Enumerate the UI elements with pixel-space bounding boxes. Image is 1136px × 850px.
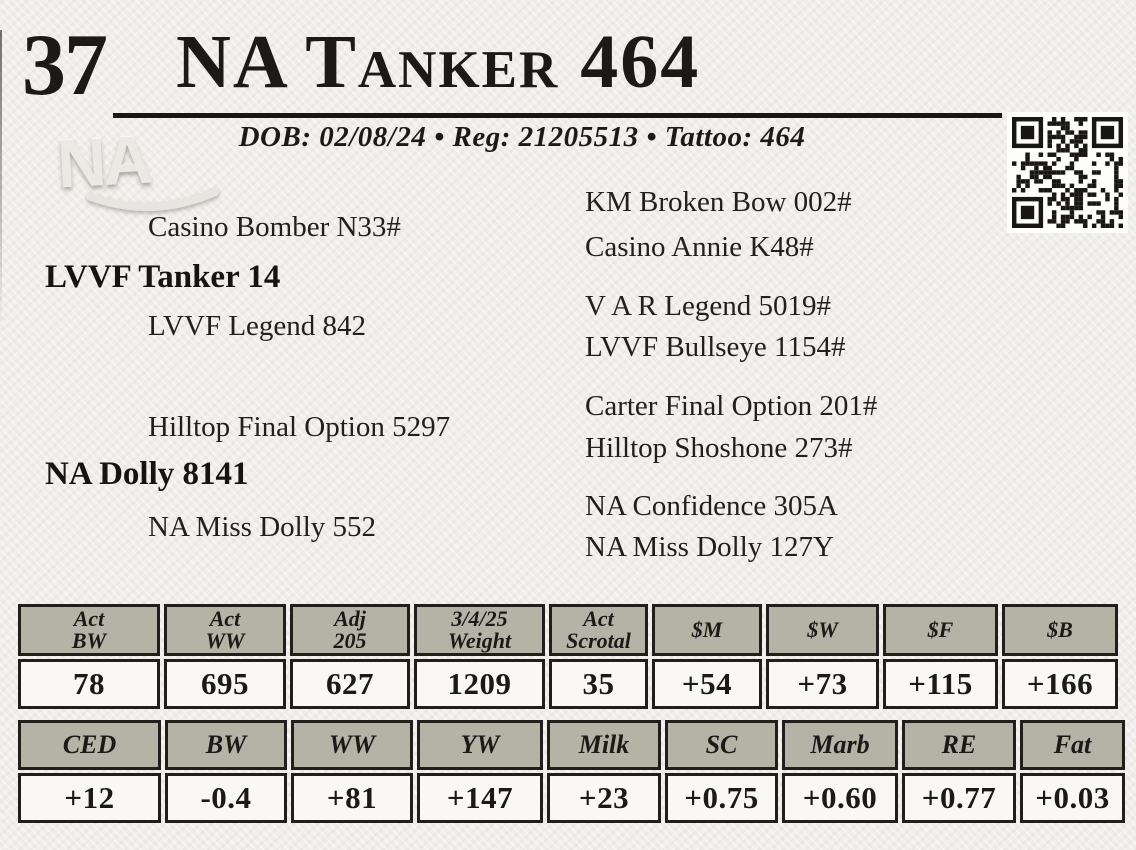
value-yw: +147 [417, 773, 543, 823]
performance-header-row: Act BW Act WW Adj 205 3/4/25 Weight Act … [18, 604, 1118, 656]
col-header-weight: 3/4/25 Weight [414, 604, 545, 656]
value-marb: +0.60 [782, 773, 898, 823]
epd-value-row: +12 -0.4 +81 +147 +23 +0.75 +0.60 +0.77 … [18, 773, 1125, 823]
value-ced: +12 [18, 773, 161, 823]
epd-header-row: CED BW WW YW Milk SC Marb RE Fat [18, 720, 1125, 770]
pedigree-ggp-8: NA Miss Dolly 127Y [585, 531, 834, 563]
pedigree-ggp-1: KM Broken Bow 002# [585, 186, 852, 218]
lot-number: 37 [22, 17, 108, 114]
value-dollar-f: +115 [883, 659, 998, 709]
value-re: +0.77 [902, 773, 1016, 823]
pedigree-sire-dam: LVVF Legend 842 [148, 310, 367, 342]
col-header-bw: BW [165, 720, 287, 770]
value-weight: 1209 [414, 659, 545, 709]
col-header-ww: WW [291, 720, 413, 770]
pedigree-dam-sire: Hilltop Final Option 5297 [148, 411, 451, 443]
col-header-act-bw: Act BW [18, 604, 160, 656]
col-header-dollar-w: $W [766, 604, 879, 656]
value-fat: +0.03 [1020, 773, 1125, 823]
value-bw: -0.4 [165, 773, 287, 823]
col-header-fat: Fat [1020, 720, 1125, 770]
col-header-sc: SC [665, 720, 778, 770]
value-milk: +23 [547, 773, 661, 823]
pedigree-ggp-5: Carter Final Option 201# [585, 390, 878, 422]
title-underline [113, 113, 1002, 118]
animal-name-title: NA Tanker 464 [176, 20, 701, 104]
col-header-re: RE [902, 720, 1016, 770]
col-header-act-scrotal: Act Scrotal [549, 604, 648, 656]
pedigree-sire: LVVF Tanker 14 [45, 259, 281, 295]
pedigree-ggp-2: Casino Annie K48# [585, 231, 814, 263]
value-adj-205: 627 [290, 659, 410, 709]
na-logo-swoosh-icon [86, 188, 219, 212]
col-header-dollar-m: $M [652, 604, 762, 656]
page-edge-shadow [0, 30, 2, 330]
qr-code-icon [1007, 112, 1128, 233]
performance-table: Act BW Act WW Adj 205 3/4/25 Weight Act … [14, 601, 1122, 712]
pedigree-sire-sire: Casino Bomber N33# [148, 211, 401, 243]
col-header-yw: YW [417, 720, 543, 770]
info-line: DOB: 02/08/24 • Reg: 21205513 • Tattoo: … [238, 121, 806, 153]
col-header-milk: Milk [547, 720, 661, 770]
col-header-dollar-b: $B [1002, 604, 1118, 656]
pedigree-ggp-4: LVVF Bullseye 1154# [585, 331, 846, 363]
pedigree-dam: NA Dolly 8141 [45, 456, 249, 492]
pedigree-ggp-7: NA Confidence 305A [585, 490, 838, 522]
col-header-act-ww: Act WW [164, 604, 286, 656]
col-header-ced: CED [18, 720, 161, 770]
pedigree-dam-dam: NA Miss Dolly 552 [148, 511, 377, 543]
col-header-adj-205: Adj 205 [290, 604, 410, 656]
pedigree-ggp-3: V A R Legend 5019# [585, 290, 831, 322]
na-logo-watermark: NA [55, 122, 230, 231]
value-ww: +81 [291, 773, 413, 823]
value-dollar-m: +54 [652, 659, 762, 709]
col-header-marb: Marb [782, 720, 898, 770]
value-dollar-w: +73 [766, 659, 879, 709]
performance-value-row: 78 695 627 1209 35 +54 +73 +115 +166 [18, 659, 1118, 709]
epd-table: CED BW WW YW Milk SC Marb RE Fat +12 -0.… [14, 717, 1129, 826]
value-act-scrotal: 35 [549, 659, 648, 709]
value-dollar-b: +166 [1002, 659, 1118, 709]
col-header-dollar-f: $F [883, 604, 998, 656]
value-sc: +0.75 [665, 773, 778, 823]
pedigree-ggp-6: Hilltop Shoshone 273# [585, 432, 853, 464]
value-act-ww: 695 [164, 659, 286, 709]
value-act-bw: 78 [18, 659, 160, 709]
